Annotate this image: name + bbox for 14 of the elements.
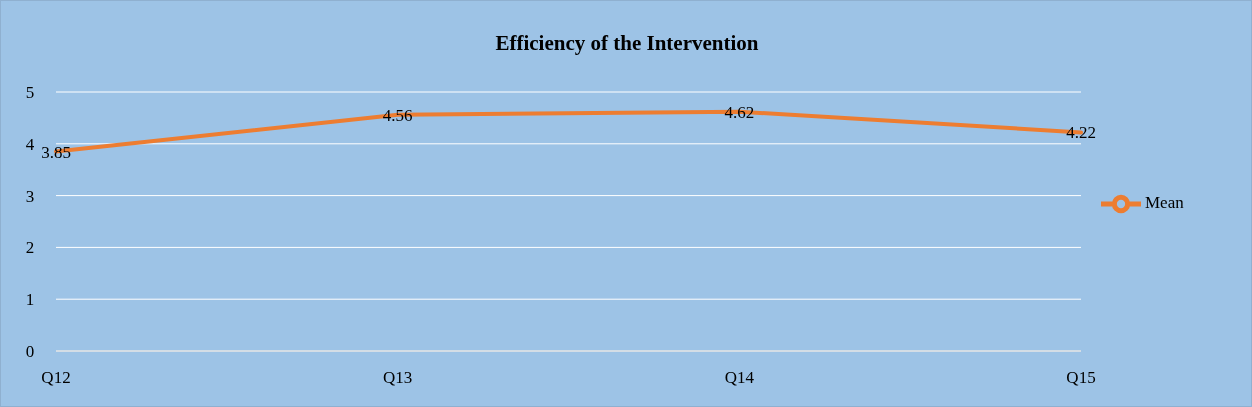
x-tick-label: Q13 — [383, 368, 413, 388]
data-label: 3.85 — [41, 142, 71, 162]
x-tick-label: Q15 — [1066, 368, 1096, 388]
y-tick-label: 2 — [25, 238, 35, 258]
chart-title: Efficiency of the Intervention — [494, 31, 760, 56]
y-tick-label: 3 — [25, 186, 35, 206]
y-tick-label: 1 — [25, 290, 35, 310]
x-tick-label: Q12 — [41, 368, 71, 388]
legend-label: Mean — [1145, 192, 1184, 212]
y-tick-label: 0 — [25, 342, 35, 362]
y-tick-label: 4 — [25, 134, 35, 154]
data-label: 4.22 — [1066, 123, 1096, 143]
x-tick-label: Q14 — [724, 368, 755, 388]
y-tick-label: 5 — [25, 83, 35, 103]
